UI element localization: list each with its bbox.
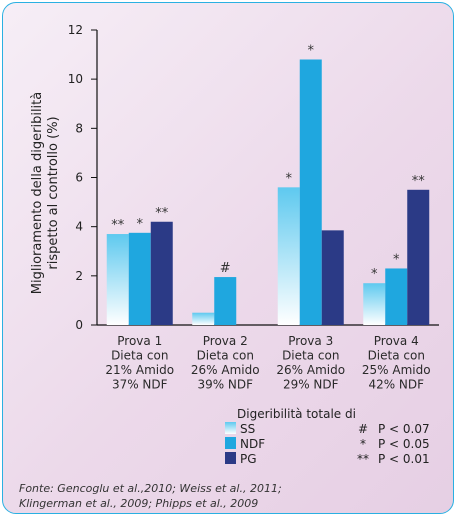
significance-mark: *: [393, 252, 400, 267]
category-label-line: Dieta con: [368, 349, 425, 363]
legend-swatch-pg: [225, 452, 236, 464]
category-label-line: 37% NDF: [112, 378, 168, 392]
bar-ss-1: [106, 234, 129, 325]
source-line-2: Klingerman et al., 2009; Phipps et al., …: [19, 497, 259, 510]
y-axis-label-line1: Miglioramento della digeribilità: [30, 92, 45, 294]
y-tick-label: 12: [68, 23, 83, 37]
bar-chart: Miglioramento della digeribilità rispett…: [30, 23, 439, 466]
category-label-line: 21% Amido: [105, 363, 174, 377]
legend-title: Digeribilità totale di: [237, 407, 356, 421]
bar-pg-3: [321, 230, 344, 325]
significance-key-symbol: **: [357, 452, 369, 466]
legend-label-pg: PG: [240, 452, 257, 466]
significance-mark: *: [371, 267, 378, 282]
y-axis-label-line2: rispetto al controllo (%): [46, 116, 61, 269]
bar-ndf-4: [385, 268, 408, 325]
category-label-line: 29% NDF: [283, 378, 339, 392]
bar-ndf-3: [299, 59, 322, 325]
category-label-line: Dieta con: [197, 349, 254, 363]
significance-mark: *: [286, 171, 293, 186]
category-label-line: Prova 1: [117, 334, 162, 348]
bar-ss-3: [277, 187, 300, 325]
category-label-line: Prova 2: [203, 334, 248, 348]
bar-ss-2: [192, 312, 215, 325]
y-tick-label: 0: [75, 318, 83, 332]
legend-label-ss: SS: [240, 422, 255, 436]
y-tick-label: 10: [68, 72, 83, 86]
category-label-line: 42% NDF: [368, 378, 424, 392]
legend-label-ndf: NDF: [240, 437, 265, 451]
significance-mark: #: [220, 261, 231, 276]
significance-mark: **: [111, 218, 125, 233]
bar-ndf-2: [214, 277, 237, 325]
category-label-line: Dieta con: [111, 349, 168, 363]
category-label-line: 26% Amido: [276, 363, 345, 377]
category-label-line: Dieta con: [282, 349, 339, 363]
bar-ss-4: [363, 283, 386, 325]
significance-mark: *: [308, 44, 315, 59]
bar-ndf-1: [128, 232, 151, 325]
significance-key-text: P < 0.07: [378, 422, 430, 436]
category-label-line: 39% NDF: [197, 378, 253, 392]
significance-key-text: P < 0.05: [378, 437, 430, 451]
y-tick-label: 6: [75, 171, 83, 185]
source-line-1: Fonte: Gencoglu et al.,2010; Weiss et al…: [19, 482, 282, 495]
y-tick-label: 4: [75, 220, 83, 234]
category-label-line: 26% Amido: [191, 363, 260, 377]
bar-pg-1: [150, 221, 173, 325]
significance-key-text: P < 0.01: [378, 452, 430, 466]
category-label-line: Prova 4: [374, 334, 419, 348]
significance-mark: **: [412, 174, 426, 189]
significance-key-symbol: *: [360, 437, 366, 451]
y-tick-label: 8: [75, 121, 83, 135]
legend-swatch-ss: [225, 422, 236, 434]
category-label-line: Prova 3: [288, 334, 333, 348]
significance-key-symbol: #: [358, 422, 368, 436]
significance-mark: *: [137, 217, 144, 232]
y-tick-label: 2: [75, 269, 83, 283]
legend-swatch-ndf: [225, 437, 236, 449]
significance-mark: **: [155, 206, 169, 221]
source-note: Fonte: Gencoglu et al.,2010; Weiss et al…: [19, 481, 439, 511]
category-label-line: 25% Amido: [362, 363, 431, 377]
bar-pg-4: [407, 189, 430, 325]
